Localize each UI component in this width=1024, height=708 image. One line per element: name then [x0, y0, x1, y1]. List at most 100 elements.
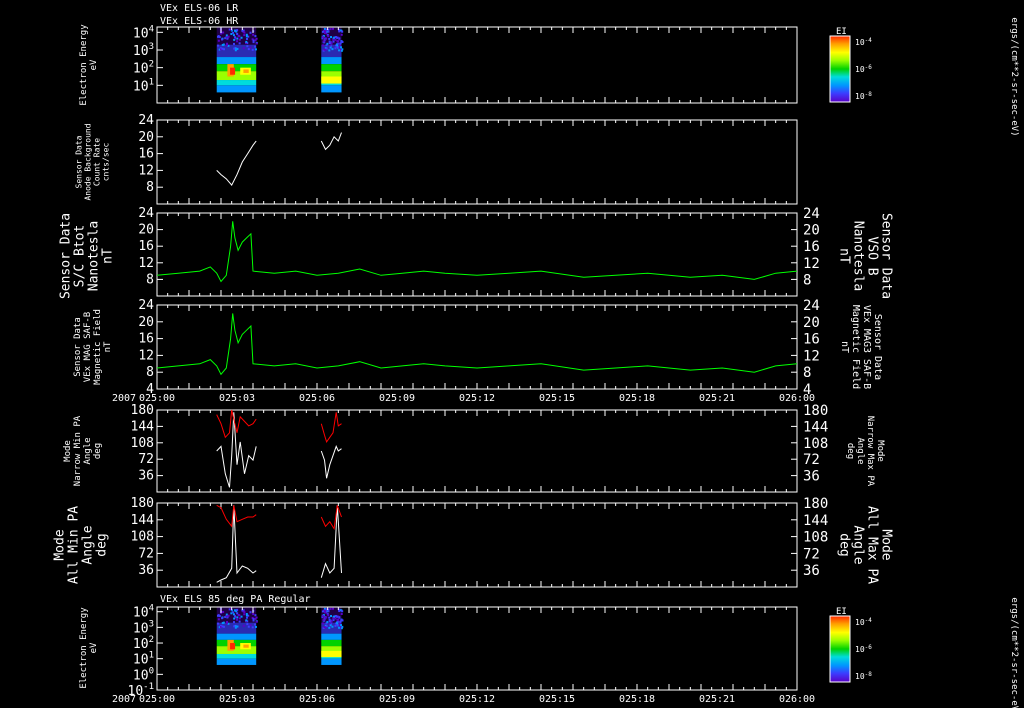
- spectrogram-speckle: [336, 622, 339, 625]
- spectrogram-speckle: [236, 612, 239, 615]
- spectrogram-band: [216, 85, 257, 93]
- spectrogram-speckle: [218, 36, 221, 39]
- spectrogram-speckle: [254, 39, 257, 42]
- spectrogram-speckle: [217, 44, 220, 47]
- y-tick-label: 12: [138, 163, 154, 178]
- y-tick-label-right: 144: [803, 513, 828, 529]
- panel-anode-frame: [156, 119, 798, 205]
- panel-ylabel: Sensor Data: [59, 213, 74, 299]
- spectrogram-speckle: [338, 46, 341, 49]
- spectrogram-speckle: [224, 37, 227, 40]
- spectrogram-speckle: [336, 45, 339, 48]
- p7-spectrogram-block: [321, 607, 344, 665]
- spectrogram-speckle: [226, 36, 229, 39]
- spectrogram-speckle: [252, 41, 255, 44]
- spectrogram-speckle: [254, 623, 257, 626]
- spectrogram-speckle: [243, 34, 246, 37]
- spectrogram-speckle: [220, 32, 223, 35]
- spectrogram-speckle: [234, 615, 237, 618]
- spectrogram-speckle: [236, 37, 239, 40]
- spectrogram-speckle: [222, 43, 225, 46]
- spectrogram-speckle: [328, 42, 331, 45]
- spectrogram-speckle: [338, 609, 341, 612]
- spectrogram-speckle: [334, 47, 337, 50]
- spectrogram-band: [216, 57, 257, 65]
- spectrogram-band: [216, 633, 257, 640]
- spectrogram-speckle: [325, 608, 328, 611]
- spectrogram-speckle: [332, 617, 335, 620]
- p1-colorbar-units: ergs/(cm**2-sr-sec-eV): [1009, 17, 1019, 136]
- time-tick-label: 025:15: [539, 694, 575, 705]
- spectrogram-speckle: [340, 49, 343, 52]
- panel-ylabel: Electron Energy: [79, 607, 89, 689]
- spectrogram-band: [216, 653, 257, 659]
- spectrogram-speckle: [330, 36, 333, 39]
- spectrogram-speckle: [232, 34, 235, 37]
- time-tick-label: 025:06: [299, 694, 335, 705]
- spectrogram-speckle: [328, 618, 331, 621]
- panel-right-label: nT: [836, 248, 851, 264]
- y-tick-label: 8: [146, 272, 154, 287]
- colorbar-tick-label: 10-6: [855, 64, 872, 74]
- spectrogram-band: [216, 646, 257, 654]
- spectrogram-band: [216, 71, 257, 81]
- spectrogram-speckle: [331, 625, 334, 628]
- p7-colorbar-label: EI: [836, 607, 847, 617]
- spectrogram-speckle: [328, 37, 331, 40]
- spectrogram-speckle: [234, 47, 237, 50]
- time-tick-label: 025:00: [139, 694, 175, 705]
- spectrogram-speckle: [332, 616, 335, 619]
- spectrogram-speckle: [325, 611, 328, 614]
- spectrogram-speckle: [219, 47, 222, 50]
- spectrogram-speckle: [329, 28, 332, 31]
- spectrogram-speckle: [325, 622, 328, 625]
- spectrogram-speckle: [217, 614, 220, 617]
- spectrogram-speckle: [338, 624, 341, 627]
- spectrogram-speckle: [236, 625, 239, 628]
- y-tick-label: 103: [133, 619, 154, 636]
- spectrogram-speckle: [225, 613, 228, 616]
- y-tick-label: 104: [133, 604, 154, 621]
- spectrogram-speckle: [324, 31, 327, 34]
- y-tick-label: 24: [138, 113, 154, 128]
- spectrogram-speckle: [336, 36, 339, 39]
- spectrogram-band: [321, 71, 342, 81]
- spectrogram-speckle: [225, 36, 228, 39]
- spectrogram-speckle: [243, 31, 246, 34]
- panel-right-label: Narrow Max PA: [865, 416, 875, 487]
- spectrogram-speckle: [251, 617, 254, 620]
- panel-ylabel: VEx MAG SAF-B: [83, 312, 93, 382]
- panel-narrow-pa-frame: [156, 409, 798, 493]
- y-tick-label: 144: [131, 419, 155, 434]
- spectrogram-speckle: [323, 48, 326, 51]
- spectrogram-speckle: [236, 618, 239, 621]
- spectrogram-hotspot: [321, 76, 342, 84]
- spectrogram-band: [216, 607, 257, 623]
- narrow-pa-series-min-pa: [216, 412, 342, 488]
- spectrogram-speckle: [228, 608, 231, 611]
- y-tick-label: 10-1: [128, 682, 155, 699]
- spectrogram-speckle: [328, 620, 331, 623]
- spectrogram-speckle: [341, 610, 344, 613]
- y-tick-label-right: 180: [803, 403, 828, 419]
- spectrogram-speckle: [252, 618, 255, 621]
- spectrogram-speckle: [242, 29, 245, 32]
- spectrogram-speckle: [246, 45, 249, 48]
- y-tick-label: 12: [138, 256, 154, 271]
- spectrogram-speckle: [219, 48, 222, 51]
- panel-ylabel: S/C Btot: [73, 225, 88, 288]
- spectrogram-speckle: [323, 607, 326, 610]
- y-tick-label: 20: [138, 223, 154, 238]
- spectrogram-speckle: [236, 40, 239, 43]
- spectrogram-speckle: [242, 47, 245, 50]
- spectrogram-speckle: [247, 35, 250, 38]
- spectrogram-speckle: [238, 42, 241, 45]
- panel-right-label: Magnetic Field: [850, 305, 861, 389]
- time-tick-label: 025:06: [299, 393, 335, 404]
- panel-right-label: Angle: [855, 437, 865, 464]
- spectrogram-speckle: [247, 625, 250, 628]
- spectrogram-speckle: [245, 33, 248, 36]
- all-pa-series-all-min-pa: [216, 505, 342, 583]
- spectrogram-speckle: [225, 34, 228, 37]
- panel-ylabel: Mode: [53, 529, 68, 560]
